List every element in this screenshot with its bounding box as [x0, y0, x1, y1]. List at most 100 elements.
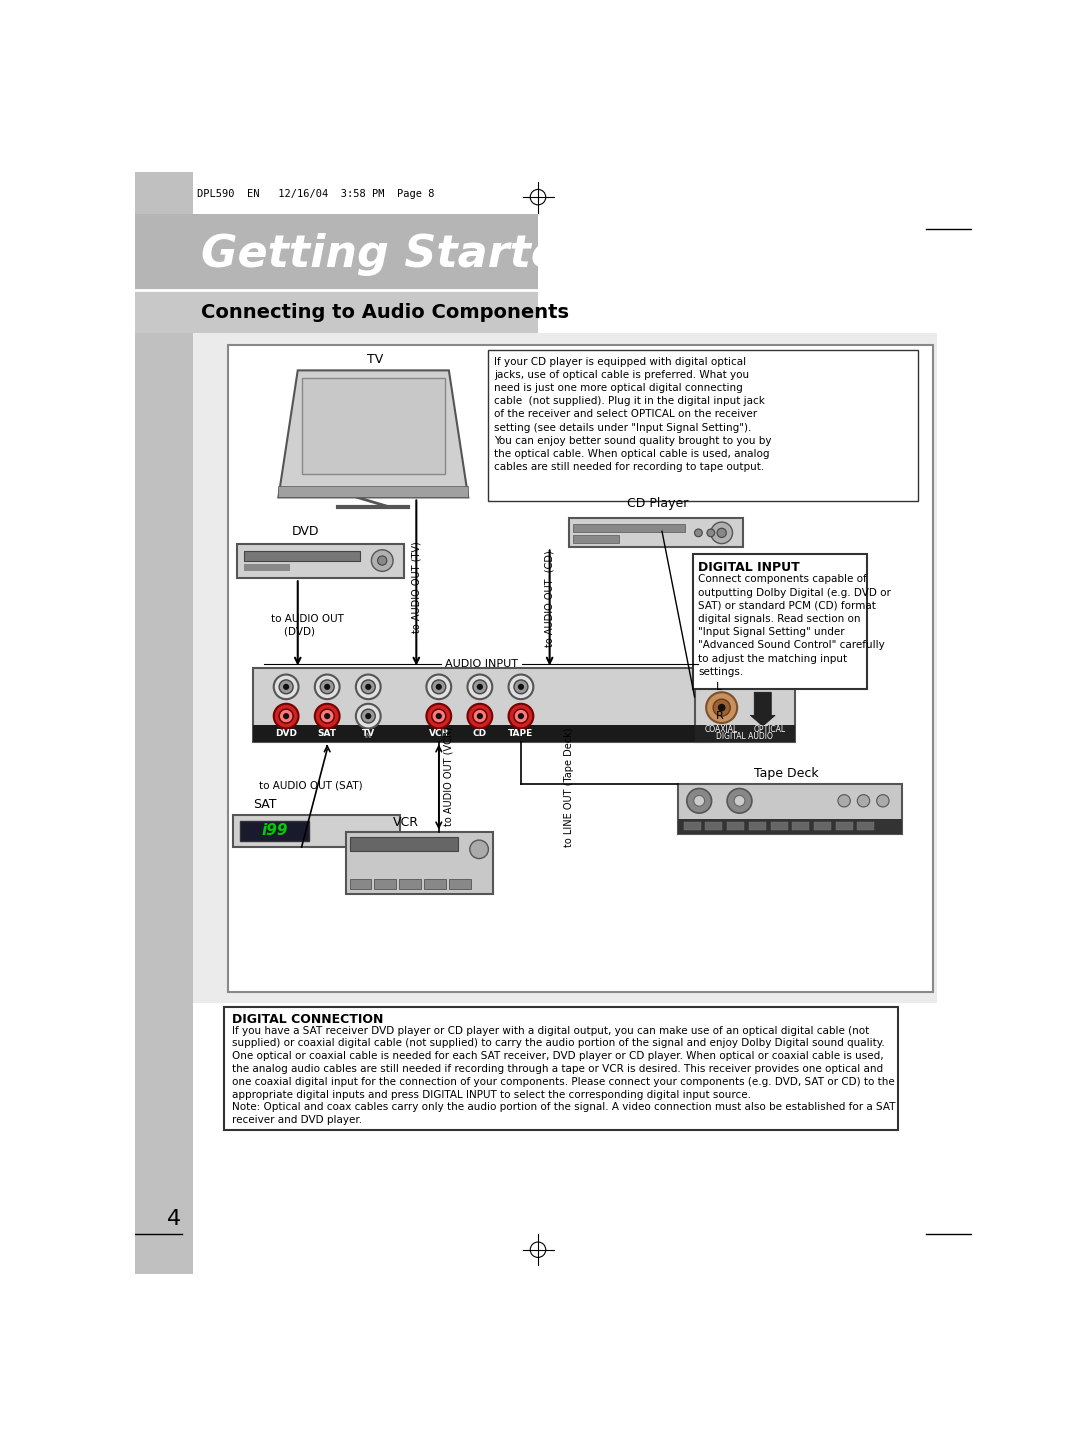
Text: VCR: VCR [429, 728, 449, 737]
Bar [572, 535, 619, 542]
Text: DVD: DVD [292, 525, 320, 538]
Bar [488, 351, 918, 501]
Text: CD: CD [473, 728, 487, 737]
Circle shape [435, 713, 442, 720]
Text: DVD: DVD [275, 728, 297, 737]
Text: SAT: SAT [318, 728, 337, 737]
Circle shape [687, 788, 712, 813]
Bar [449, 879, 471, 889]
Text: DIGITAL INPUT: DIGITAL INPUT [699, 561, 800, 574]
Text: to AUDIO OUT (VCR): to AUDIO OUT (VCR) [444, 727, 454, 826]
Polygon shape [279, 371, 469, 498]
Bar [253, 668, 710, 741]
Circle shape [470, 840, 488, 859]
Text: to LINE OUT (Tape Deck): to LINE OUT (Tape Deck) [564, 728, 573, 847]
Circle shape [858, 794, 869, 807]
Circle shape [314, 704, 339, 728]
Text: TAPE: TAPE [509, 728, 534, 737]
Text: to AUDIO OUT (TV): to AUDIO OUT (TV) [411, 542, 421, 634]
Bar [727, 823, 744, 830]
Circle shape [283, 713, 289, 720]
Bar [836, 823, 852, 830]
Bar [135, 215, 538, 290]
Circle shape [706, 693, 738, 723]
Text: AUDIO INPUT: AUDIO INPUT [445, 658, 518, 668]
Bar [240, 821, 309, 841]
Bar [193, 333, 937, 1003]
Circle shape [324, 684, 330, 690]
Circle shape [713, 700, 730, 716]
Circle shape [321, 680, 334, 694]
Circle shape [473, 680, 487, 694]
Bar [346, 833, 494, 894]
Circle shape [432, 680, 446, 694]
Circle shape [365, 684, 372, 690]
Text: Getting Started: Getting Started [201, 233, 593, 276]
Circle shape [473, 710, 487, 723]
Text: i99: i99 [261, 823, 287, 839]
Text: to AUDIO OUT
    (DVD): to AUDIO OUT (DVD) [271, 614, 343, 635]
Circle shape [514, 710, 528, 723]
Circle shape [356, 674, 380, 700]
Text: TV: TV [367, 352, 383, 366]
Circle shape [362, 680, 375, 694]
Bar [677, 784, 902, 834]
Circle shape [514, 680, 528, 694]
Circle shape [314, 674, 339, 700]
Circle shape [517, 713, 524, 720]
Circle shape [711, 522, 732, 544]
Circle shape [279, 710, 293, 723]
Bar [684, 823, 701, 830]
Bar [694, 731, 795, 741]
Text: Connect components capable of
outputting Dolby Digital (e.g. DVD or
SAT) or stan: Connect components capable of outputting… [699, 574, 891, 677]
Circle shape [362, 710, 375, 723]
Circle shape [476, 684, 483, 690]
Bar [238, 544, 404, 578]
Bar [793, 823, 809, 830]
Circle shape [468, 704, 492, 728]
Text: DIGITAL AUDIO: DIGITAL AUDIO [716, 731, 773, 741]
Circle shape [372, 550, 393, 571]
Bar [694, 724, 795, 736]
Bar [350, 837, 458, 851]
Bar [814, 823, 831, 830]
Text: COAXIAL: COAXIAL [705, 726, 739, 734]
Circle shape [707, 529, 715, 537]
Circle shape [734, 796, 745, 806]
Bar [135, 172, 193, 1274]
Circle shape [509, 674, 534, 700]
Circle shape [427, 704, 451, 728]
Text: DPL590  EN   12/16/04  3:58 PM  Page 8: DPL590 EN 12/16/04 3:58 PM Page 8 [197, 189, 434, 199]
Bar [375, 879, 396, 889]
Circle shape [509, 704, 534, 728]
Bar [705, 823, 723, 830]
Bar [748, 823, 766, 830]
Bar [693, 554, 867, 690]
Text: to AUDIO OUT (SAT): to AUDIO OUT (SAT) [259, 780, 363, 790]
Circle shape [356, 704, 380, 728]
Bar [350, 879, 372, 889]
Circle shape [273, 704, 298, 728]
Bar [253, 724, 710, 741]
Text: CD Player: CD Player [627, 497, 689, 509]
Circle shape [694, 529, 702, 537]
Bar [770, 823, 787, 830]
Text: IN: IN [365, 733, 372, 740]
Text: 4: 4 [166, 1209, 180, 1229]
Bar [279, 487, 469, 498]
Text: If your CD player is equipped with digital optical
jacks, use of optical cable i: If your CD player is equipped with digit… [494, 356, 771, 472]
Bar [243, 551, 360, 561]
Circle shape [324, 713, 330, 720]
Circle shape [283, 684, 289, 690]
Circle shape [273, 674, 298, 700]
Circle shape [727, 788, 752, 813]
Circle shape [365, 713, 372, 720]
Text: VCR: VCR [393, 816, 419, 829]
Circle shape [693, 796, 704, 806]
Bar [694, 685, 795, 741]
Bar [400, 879, 421, 889]
Circle shape [427, 674, 451, 700]
Text: If you have a SAT receiver DVD player or CD player with a digital output, you ca: If you have a SAT receiver DVD player or… [232, 1026, 895, 1125]
Text: DIGITAL CONNECTION: DIGITAL CONNECTION [232, 1013, 383, 1026]
Text: SAT: SAT [253, 798, 276, 811]
